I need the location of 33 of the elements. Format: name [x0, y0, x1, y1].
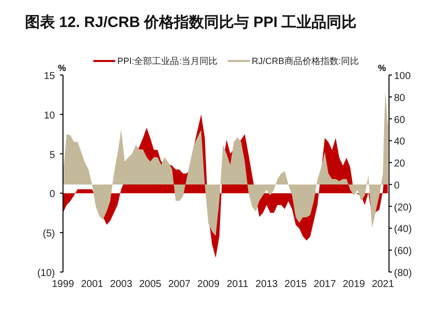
legend-label: RJ/CRB商品价格指数:同比 [252, 56, 359, 66]
x-tick-label: 2013 [255, 279, 278, 290]
y-axis-title: % [58, 63, 66, 73]
y2-tick-label: (20) [394, 202, 412, 214]
x-tick-label: 2001 [80, 279, 104, 290]
x-tick-label: 2021 [372, 279, 394, 290]
y-tick-label: (10) [37, 268, 55, 279]
x-tick-label: 1999 [52, 279, 75, 290]
y2-tick-label: 60 [394, 114, 406, 126]
y2-tick-label: 0 [394, 180, 400, 192]
y2-axis-title: % [378, 63, 386, 73]
y-tick-label: (5) [42, 228, 55, 240]
x-tick-label: 2005 [139, 279, 162, 290]
y-tick-label: 5 [49, 150, 56, 161]
y2-tick-label: (80) [394, 268, 412, 279]
x-tick-label: 2019 [342, 279, 366, 290]
x-tick-label: 2017 [314, 279, 336, 290]
y2-tick-label: 80 [394, 92, 406, 104]
y2-tick-label: 100 [394, 71, 412, 82]
x-tick-label: 2011 [226, 279, 249, 290]
x-tick-label: 2015 [284, 279, 308, 290]
x-tick-label: 2003 [110, 279, 133, 290]
x-tick-label: 2007 [168, 279, 191, 290]
y-tick-label: 15 [44, 71, 56, 82]
y2-tick-label: (60) [394, 246, 412, 258]
x-tick-label: 2009 [197, 279, 220, 290]
y-tick-label: 10 [44, 110, 56, 122]
chart-title: 图表 12. RJ/CRB 价格指数同比与 PPI 工业品同比 [25, 14, 357, 31]
legend-label: PPI:全部工业品:当月同比 [117, 56, 218, 66]
y-tick-label: 0 [49, 189, 56, 200]
y2-tick-label: 40 [394, 136, 406, 148]
y2-tick-label: 20 [394, 158, 406, 170]
y2-tick-label: (40) [394, 224, 412, 236]
